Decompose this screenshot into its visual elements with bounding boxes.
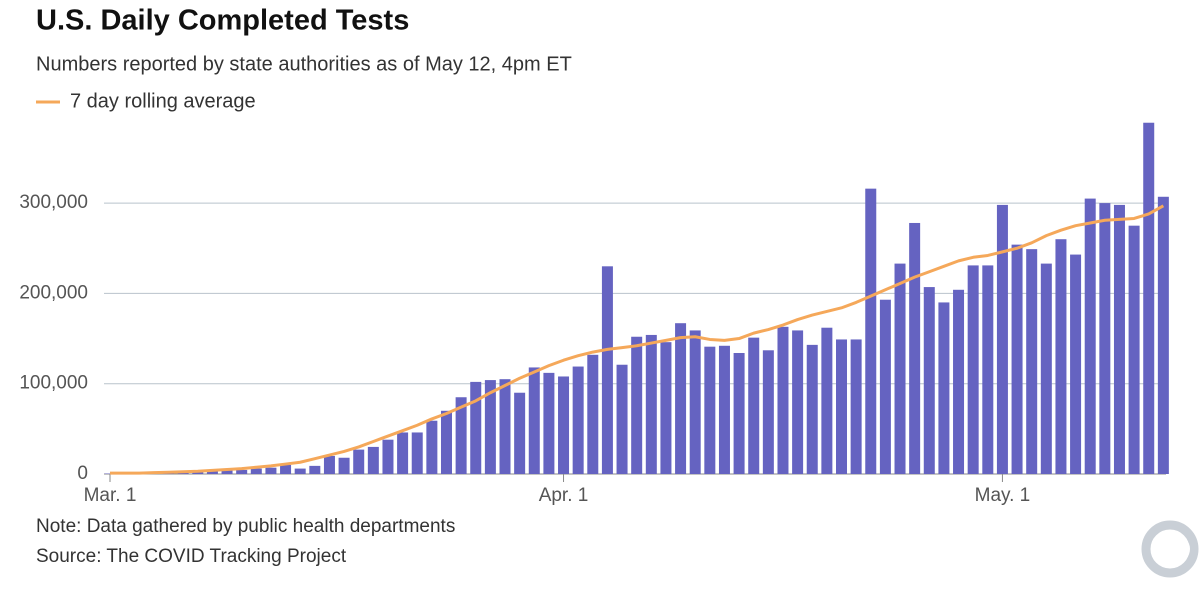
bar bbox=[748, 337, 760, 474]
x-tick-label: Apr. 1 bbox=[539, 485, 589, 506]
bar bbox=[514, 392, 526, 474]
bar bbox=[631, 336, 643, 474]
bar bbox=[353, 449, 365, 474]
bar bbox=[1040, 263, 1052, 474]
bar bbox=[879, 299, 891, 474]
bar bbox=[821, 327, 833, 474]
bar bbox=[1128, 225, 1140, 474]
chart-title: U.S. Daily Completed Tests bbox=[36, 5, 409, 37]
bar bbox=[309, 465, 321, 474]
bar bbox=[616, 364, 628, 474]
bar bbox=[543, 372, 555, 474]
bar bbox=[601, 266, 613, 474]
bar bbox=[675, 323, 687, 474]
bar bbox=[938, 302, 950, 474]
bar bbox=[967, 265, 979, 474]
bar bbox=[426, 420, 438, 474]
bar bbox=[1084, 198, 1096, 474]
bar bbox=[836, 339, 847, 474]
bar bbox=[850, 339, 862, 474]
bar bbox=[806, 344, 818, 474]
bar bbox=[484, 380, 496, 474]
bar bbox=[660, 342, 672, 474]
bar bbox=[1157, 196, 1169, 475]
bar bbox=[645, 334, 657, 474]
bar bbox=[397, 432, 409, 474]
logo bbox=[1141, 520, 1199, 578]
bar bbox=[996, 204, 1008, 474]
bar bbox=[280, 464, 292, 474]
bar bbox=[587, 354, 599, 474]
bar bbox=[265, 467, 277, 474]
bar bbox=[865, 188, 877, 475]
bar bbox=[1026, 249, 1038, 474]
chart-subtitle: Numbers reported by state authorities as… bbox=[36, 53, 572, 75]
bar bbox=[558, 376, 570, 474]
bar bbox=[909, 222, 921, 474]
bar bbox=[294, 468, 306, 474]
bar bbox=[1099, 203, 1111, 474]
y-tick-label: 300,000 bbox=[19, 192, 88, 213]
bar bbox=[250, 468, 262, 474]
rolling-average-line bbox=[110, 204, 1165, 475]
bar bbox=[411, 432, 423, 474]
bar bbox=[338, 457, 350, 474]
bar bbox=[1011, 244, 1023, 474]
bar bbox=[367, 446, 379, 474]
bar bbox=[1055, 239, 1067, 474]
bar bbox=[733, 352, 745, 474]
source: Source: The COVID Tracking Project bbox=[36, 546, 347, 567]
bar bbox=[792, 330, 804, 474]
bar bbox=[777, 326, 789, 474]
bar bbox=[894, 263, 906, 474]
bar bbox=[923, 287, 935, 474]
bar bbox=[323, 455, 335, 474]
bar bbox=[718, 345, 730, 474]
bar bbox=[382, 439, 394, 474]
bar bbox=[1070, 254, 1082, 474]
y-tick-label: 100,000 bbox=[19, 373, 88, 394]
y-tick-label: 200,000 bbox=[19, 282, 88, 303]
bar bbox=[528, 367, 540, 474]
bar bbox=[499, 379, 511, 474]
bar bbox=[1113, 204, 1125, 474]
y-tick-label: 0 bbox=[77, 463, 88, 484]
bar bbox=[1143, 122, 1155, 474]
legend-label: 7 day rolling average bbox=[70, 90, 256, 112]
x-tick-label: Mar. 1 bbox=[84, 485, 137, 506]
bar bbox=[762, 350, 774, 474]
bar bbox=[572, 366, 584, 474]
bar bbox=[221, 470, 233, 474]
x-tick-label: May. 1 bbox=[975, 485, 1031, 506]
bar bbox=[689, 330, 701, 474]
note: Note: Data gathered by public health dep… bbox=[36, 516, 455, 537]
bar bbox=[455, 397, 467, 474]
bar bbox=[236, 469, 248, 474]
bar bbox=[953, 289, 965, 474]
bar bbox=[470, 381, 482, 474]
bar bbox=[192, 471, 204, 474]
bar bbox=[704, 346, 716, 474]
bar bbox=[206, 471, 218, 474]
bar bbox=[982, 265, 994, 474]
bar bbox=[440, 410, 452, 474]
